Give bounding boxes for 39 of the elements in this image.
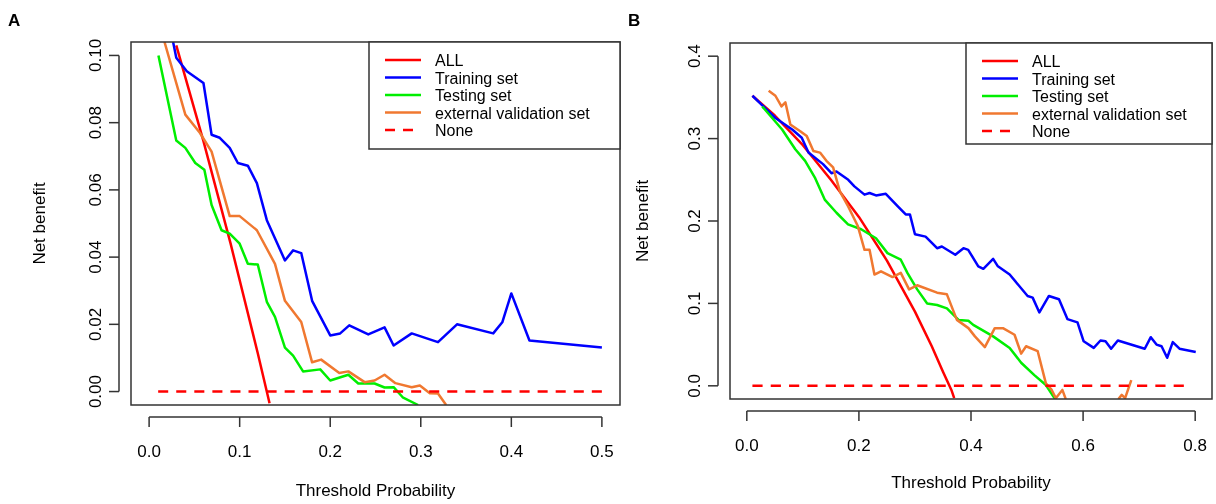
legend-label: Testing set [1032,88,1110,105]
legend-label: external validation set [1032,105,1188,123]
legend-label: ALL [435,52,464,69]
y-tick-label: 0.1 [685,291,704,316]
x-tick-label: 0.0 [734,436,759,455]
x-tick-label: 0.1 [227,442,252,461]
line-series [171,42,604,349]
chart-title: A [8,11,21,30]
y-tick-label: 0.04 [86,240,105,274]
y-axis-title: Net benefit [633,179,652,263]
x-tick-label: 0.4 [959,436,983,455]
y-tick-label: 0.0 [685,373,704,398]
y-tick-label: 0.02 [86,307,105,341]
x-tick-label: 0.0 [137,442,161,461]
y-tick-label: 0.00 [86,375,105,409]
y-tick-label: 0.10 [86,38,105,72]
y-tick-label: 0.4 [685,44,704,69]
chart-title: B [628,11,641,30]
legend-label: None [435,122,474,139]
legend-label: Training set [1032,70,1116,88]
x-tick-label: 0.5 [590,442,614,461]
y-tick-label: 0.08 [86,106,105,140]
x-axis-title: Threshold Probability [295,481,456,500]
x-tick-label: 0.3 [408,442,433,461]
x-tick-label: 0.4 [499,442,524,461]
x-axis-title: Threshold Probability [891,473,1052,492]
x-tick-label: 0.6 [1071,436,1095,455]
y-tick-label: 0.06 [86,173,105,207]
x-tick-label: 0.8 [1183,436,1208,455]
y-tick-label: 0.3 [685,126,704,151]
legend-label: ALL [1032,53,1061,70]
x-tick-label: 0.2 [847,436,871,455]
legend-label: external validation set [435,104,591,122]
legend-label: Training set [435,69,519,87]
y-tick-label: 0.2 [685,209,704,233]
legend-label: Testing set [435,87,513,104]
legend-label: None [1032,123,1071,140]
x-tick-label: 0.2 [318,442,343,461]
y-axis-title: Net benefit [30,182,49,265]
